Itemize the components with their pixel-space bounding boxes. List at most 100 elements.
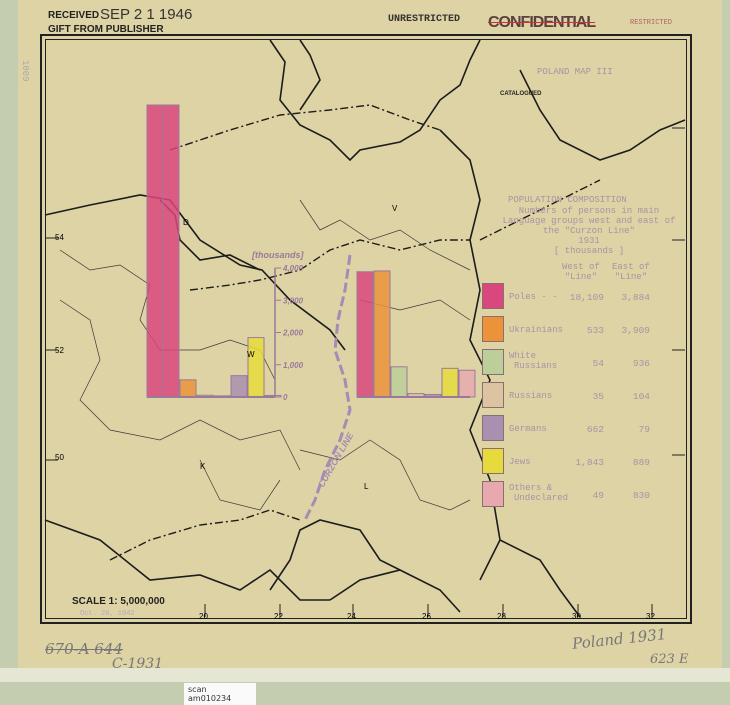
border-line bbox=[44, 519, 330, 601]
city-letter: L bbox=[364, 482, 369, 491]
y-tick-label: 3,000 bbox=[283, 296, 304, 305]
legend-east-value: 104 bbox=[632, 391, 650, 402]
legend-west-value: 662 bbox=[586, 424, 604, 435]
latitude-label: 50 bbox=[55, 453, 64, 462]
legend-west-value: 49 bbox=[592, 490, 604, 501]
latitude-label: 54 bbox=[55, 233, 64, 242]
border-line bbox=[499, 539, 581, 618]
legend-label: Undeclared bbox=[514, 493, 569, 503]
confidential-stamp: CONFIDENTIAL bbox=[488, 14, 596, 31]
latitude-label: 52 bbox=[55, 346, 64, 355]
gift-stamp: GIFT FROM PUBLISHER bbox=[48, 24, 164, 35]
legend-subtitle: Numbers of persons in main Language grou… bbox=[484, 206, 694, 256]
province-line bbox=[299, 439, 471, 511]
y-tick-label: 4,000 bbox=[282, 264, 304, 273]
province-line bbox=[299, 199, 471, 271]
received-stamp: RECEIVED bbox=[48, 10, 100, 21]
y-tick-label: 2,000 bbox=[282, 329, 304, 338]
bar bbox=[356, 271, 374, 398]
legend-col-east-line: "Line" bbox=[614, 272, 648, 282]
longitude-label: 24 bbox=[347, 612, 356, 621]
legend-label-group: Poles - - bbox=[509, 292, 558, 302]
side-number: 1009 bbox=[20, 60, 30, 82]
city-letter: K bbox=[200, 462, 206, 471]
legend-label: Poles - - bbox=[509, 292, 558, 302]
received-date: SEP 2 1 1946 bbox=[100, 6, 193, 23]
faint-date: Oct. 20, 1942 bbox=[80, 610, 135, 618]
longitude-label: 28 bbox=[497, 612, 506, 621]
legend-swatch bbox=[482, 382, 504, 408]
legend-east-value: 830 bbox=[632, 490, 650, 501]
longitude-label: 30 bbox=[572, 612, 581, 621]
map-title: POLAND MAP III bbox=[537, 67, 613, 77]
bar bbox=[146, 104, 164, 398]
legend-east-value: 936 bbox=[632, 358, 650, 369]
bar-chart bbox=[146, 104, 476, 398]
y-axis-label: [thousands] bbox=[251, 250, 304, 260]
catalog-number: 670-A 644 bbox=[45, 640, 123, 658]
legend-col-east-line: East of bbox=[612, 262, 650, 272]
border-line bbox=[329, 569, 461, 613]
bar bbox=[162, 104, 180, 398]
legend-west-value: 1,843 bbox=[575, 457, 604, 468]
legend-col-west-line: "Line" bbox=[564, 272, 598, 282]
bar bbox=[247, 337, 265, 398]
legend-west-value: 18,109 bbox=[569, 292, 604, 303]
frontier-line bbox=[109, 509, 301, 561]
legend-subtitle-line: the "Curzon Line" bbox=[543, 226, 635, 236]
legend-label: Ukrainians bbox=[509, 325, 564, 335]
border-line bbox=[269, 519, 401, 591]
frontier-line bbox=[169, 104, 441, 151]
city-letter: V bbox=[392, 204, 398, 213]
legend-col-west-line: West of bbox=[562, 262, 600, 272]
longitude-label: 20 bbox=[199, 612, 208, 621]
legend-label: Jews bbox=[509, 457, 531, 467]
border-line bbox=[269, 39, 481, 162]
bar bbox=[179, 379, 197, 398]
restricted-stamp: RESTRICTED bbox=[630, 19, 673, 27]
mount-strip bbox=[0, 668, 730, 682]
map-scale: SCALE 1: 5,000,000 bbox=[72, 596, 165, 607]
catalog-code: C-1931 bbox=[112, 656, 164, 672]
legend-swatch bbox=[482, 448, 504, 474]
legend-west-value: 533 bbox=[586, 325, 604, 336]
scan-label-line: scan bbox=[188, 685, 207, 694]
bar bbox=[390, 366, 408, 398]
legend-label-group: Russians bbox=[509, 391, 552, 401]
legend-label-group: Germans bbox=[509, 424, 547, 434]
bar bbox=[458, 369, 476, 398]
legend-label: Russians bbox=[509, 391, 553, 401]
map-frame-inner bbox=[45, 39, 687, 619]
handwritten-code: 623 E bbox=[650, 652, 689, 667]
legend-swatch bbox=[482, 481, 504, 507]
longitude-label: 32 bbox=[646, 612, 655, 621]
bar bbox=[373, 270, 391, 398]
legend-west-value: 54 bbox=[592, 358, 604, 369]
legend-subtitle-line: [ thousands ] bbox=[553, 246, 625, 256]
catalogued-stamp: CATALOGUED bbox=[500, 91, 542, 97]
province-line bbox=[199, 459, 281, 511]
y-axis: 0 1,000 2,000 3,000 4,000 [thousands] bbox=[251, 250, 304, 402]
legend-swatch bbox=[482, 349, 504, 375]
city-letter: D bbox=[183, 218, 189, 227]
city-letter: W bbox=[247, 350, 255, 359]
curzon-line bbox=[303, 254, 352, 521]
legend-label-group: White Russians bbox=[509, 351, 557, 371]
border-line bbox=[44, 194, 346, 351]
legend-east-value: 3,909 bbox=[621, 325, 650, 336]
map-frame bbox=[40, 34, 692, 624]
unrestricted-stamp: UNRESTRICTED bbox=[388, 14, 461, 25]
legend-subtitle-line: Language groups west and east of bbox=[502, 216, 676, 226]
legend-label: Others & bbox=[509, 483, 553, 493]
legend-col-west: West of "Line" bbox=[562, 262, 600, 282]
legend-east-value: 3,884 bbox=[621, 292, 650, 303]
bar bbox=[230, 375, 248, 398]
longitude-label: 22 bbox=[274, 612, 283, 621]
legend-label: Germans bbox=[509, 424, 547, 434]
legend-swatch bbox=[482, 415, 504, 441]
scan-label-line: am010234 bbox=[188, 694, 232, 703]
province-line bbox=[59, 299, 301, 471]
bar bbox=[441, 367, 459, 398]
border-line bbox=[299, 39, 321, 111]
